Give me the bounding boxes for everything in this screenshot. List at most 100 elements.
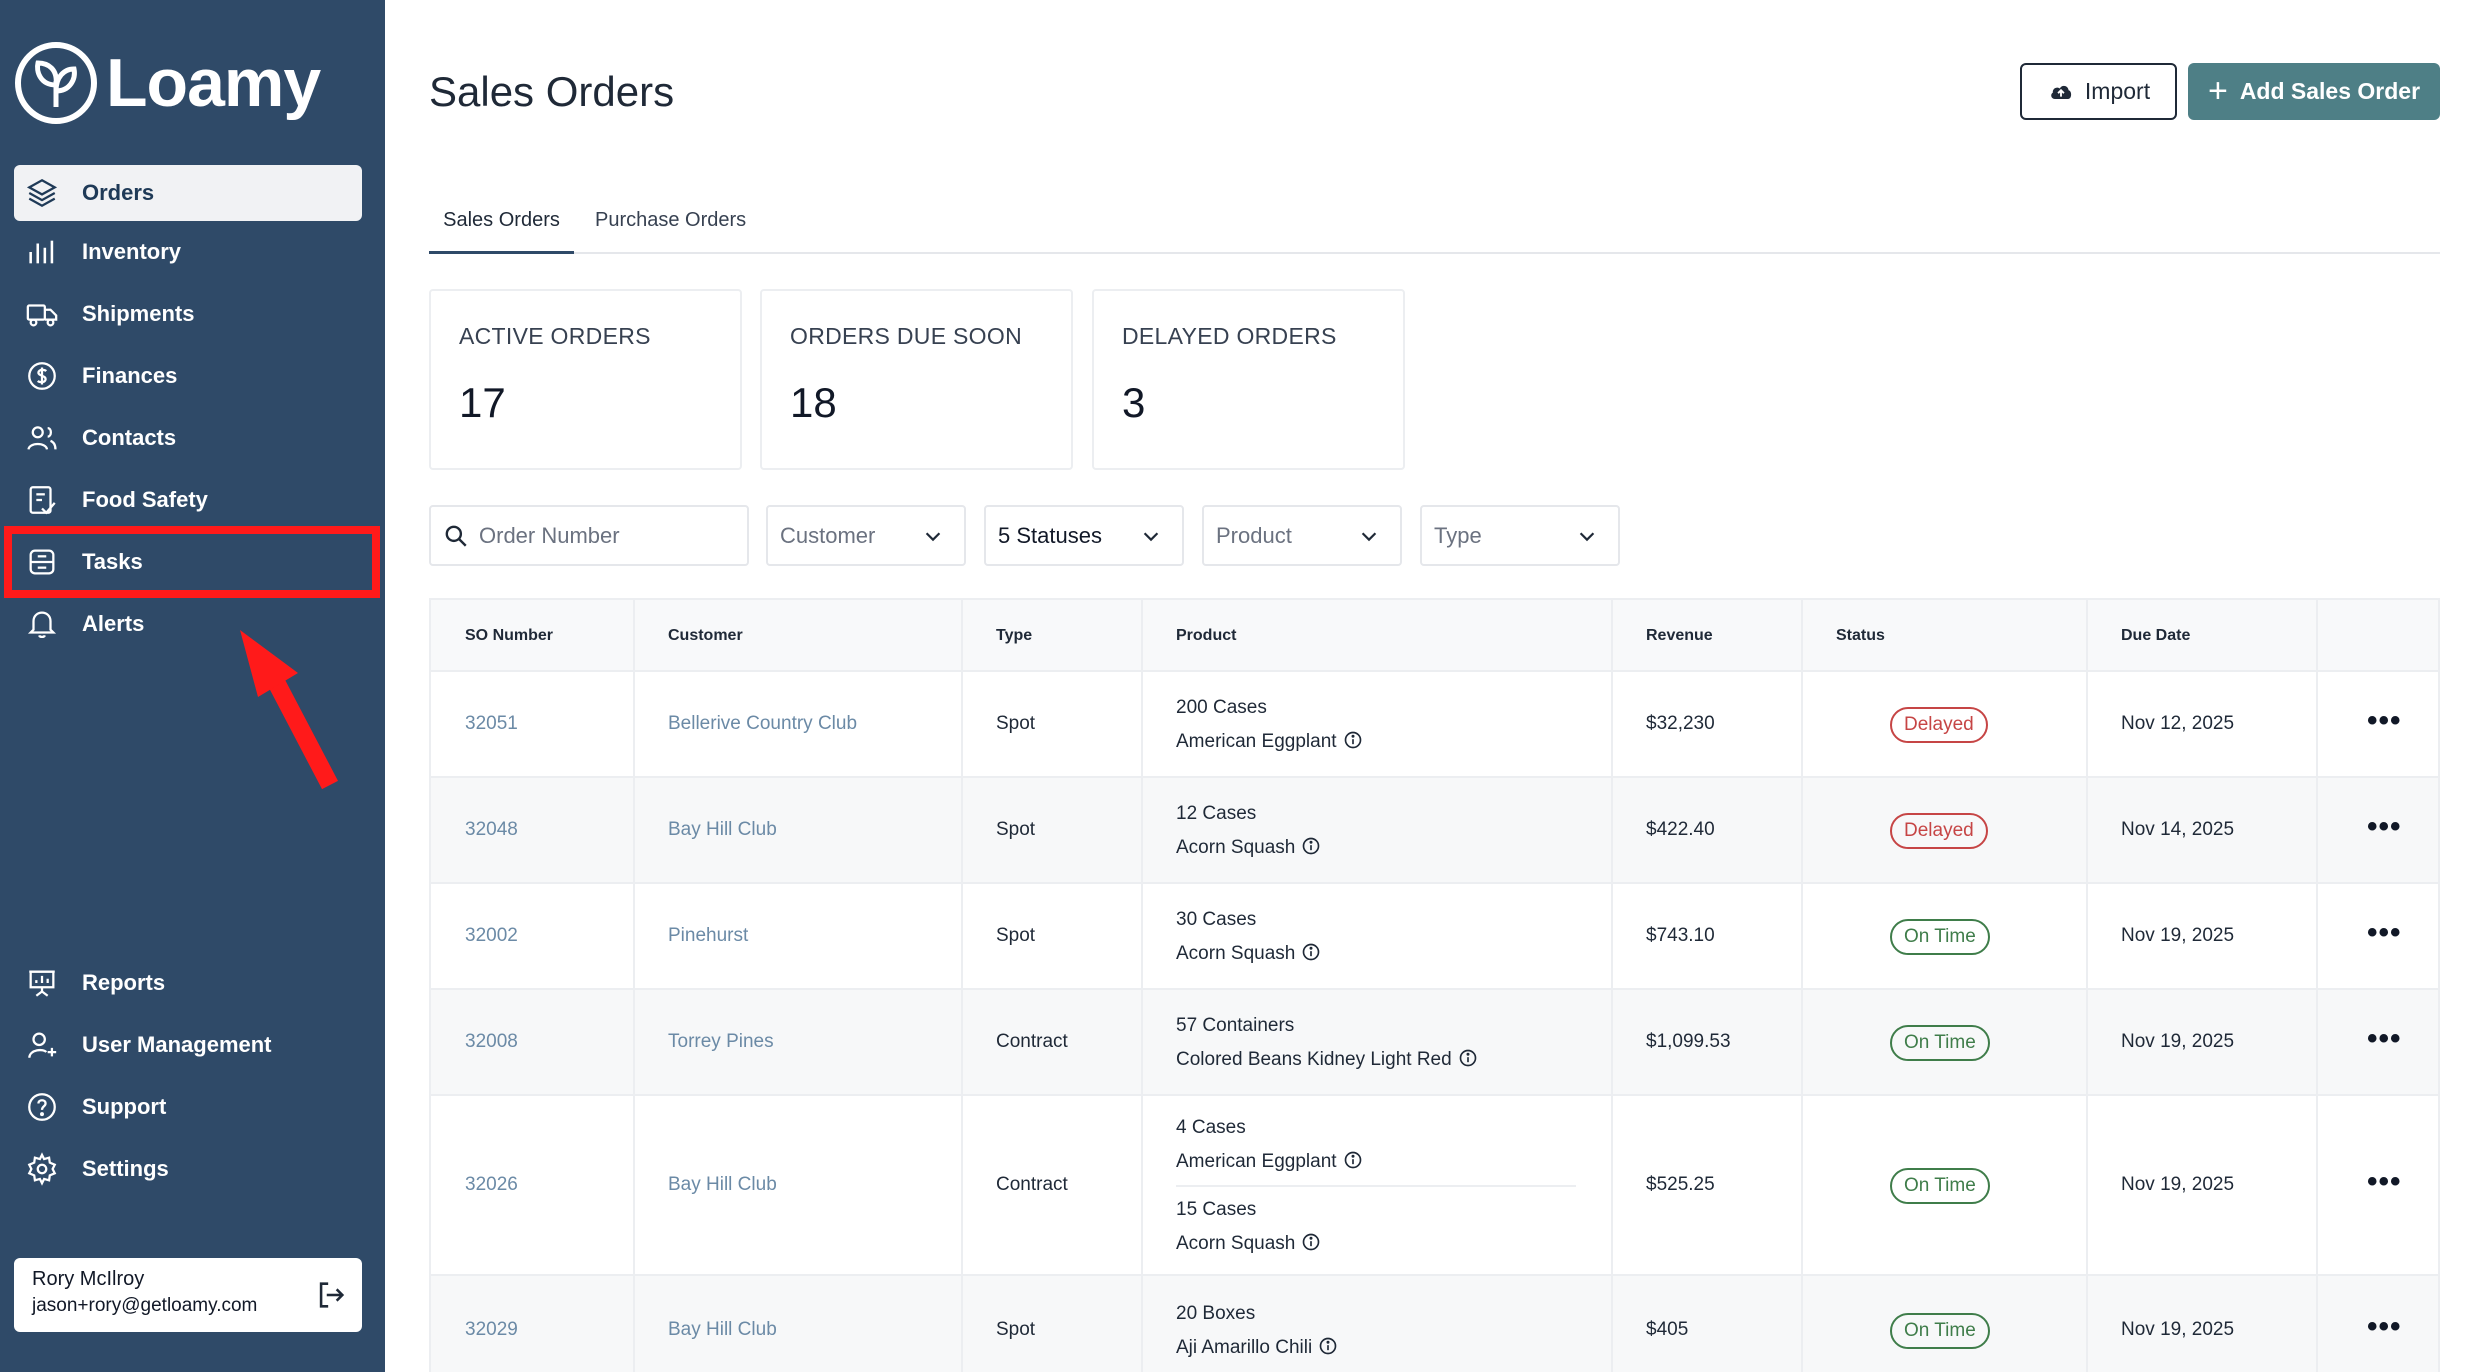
sidebar-item-support[interactable]: Support (14, 1079, 362, 1135)
info-icon[interactable] (1343, 1148, 1363, 1169)
sidebar-item-label: Contacts (82, 425, 177, 450)
table-row[interactable]: 32029 Bay Hill Club Spot $405 Nov 19, 2025 20… (431, 1276, 2438, 1372)
column-header-status[interactable]: Status (1836, 627, 1885, 644)
sidebar-item-food-safety[interactable]: Food Safety (14, 472, 362, 528)
more-actions-icon[interactable]: ••• (2367, 916, 2402, 949)
so-number-link[interactable]: 32008 (465, 1031, 518, 1052)
user-add-icon (24, 1027, 60, 1063)
user-card[interactable]: Rory McIlroy jason+rory@getloamy.com (14, 1258, 362, 1332)
status-badge: Delayed (1890, 813, 1988, 849)
sidebar-item-contacts[interactable]: Contacts (14, 410, 362, 466)
column-header-product[interactable]: Product (1176, 627, 1237, 644)
due-date: Nov 19, 2025 (2121, 1174, 2235, 1195)
tab-bar: Sales Orders Purchase Orders (429, 200, 2440, 254)
table-row[interactable]: 32008 Torrey Pines Contract $1,099.53 Nov 19… (431, 990, 2438, 1096)
column-header-so-number[interactable]: SO Number (465, 627, 554, 644)
type-dropdown[interactable]: Type (1420, 505, 1620, 566)
customer-link[interactable]: Bay Hill Club (668, 1174, 777, 1195)
order-type: Spot (996, 925, 1036, 946)
so-number-link[interactable]: 32048 (465, 819, 518, 840)
plus-icon: + (2207, 72, 2228, 110)
stat-card-active-orders: ACTIVE ORDERS 17 (429, 289, 742, 470)
sidebar-item-settings[interactable]: Settings (14, 1141, 362, 1197)
info-icon[interactable] (1458, 1046, 1478, 1067)
sidebar-item-orders[interactable]: Orders (14, 165, 362, 221)
so-number-link[interactable]: 32026 (465, 1174, 518, 1195)
customer-link[interactable]: Bay Hill Club (668, 819, 777, 840)
stat-value: 3 (1122, 379, 1146, 426)
more-actions-icon[interactable]: ••• (2367, 1022, 2402, 1055)
product-cell: 57 Containers Colored Beans Kidney Light … (1176, 1009, 1478, 1077)
stat-card-orders-due-soon: ORDERS DUE SOON 18 (760, 289, 1073, 470)
logout-icon[interactable] (314, 1278, 348, 1312)
presentation-icon (24, 965, 60, 1001)
stat-value: 17 (459, 379, 506, 426)
product-name-line: Acorn Squash (1176, 1227, 1576, 1261)
customer-dropdown[interactable]: Customer (766, 505, 966, 566)
table-row[interactable]: 32026 Bay Hill Club Contract $525.25 Nov 19,… (431, 1096, 2438, 1276)
sidebar-item-inventory[interactable]: Inventory (14, 224, 362, 280)
column-header-due-date[interactable]: Due Date (2121, 627, 2191, 644)
sidebar-item-alerts[interactable]: Alerts (14, 596, 362, 652)
table-row[interactable]: 32002 Pinehurst Spot $743.10 Nov 19, 2025 30 … (431, 884, 2438, 990)
customer-link[interactable]: Torrey Pines (668, 1031, 774, 1052)
cloud-upload-icon (2051, 85, 2072, 99)
due-date: Nov 19, 2025 (2121, 1031, 2235, 1052)
search-placeholder: Order Number (479, 522, 620, 548)
table-row[interactable]: 32048 Bay Hill Club Spot $422.40 Nov 14, 202… (431, 778, 2438, 884)
column-header-type[interactable]: Type (996, 627, 1033, 644)
highlight-box (4, 526, 380, 598)
product-name: Acorn Squash (1176, 1233, 1296, 1254)
product-name: Colored Beans Kidney Light Red (1176, 1049, 1452, 1070)
order-number-search-input[interactable]: Order Number (429, 505, 749, 566)
sidebar-item-user-management[interactable]: User Management (14, 1017, 362, 1073)
product-quantity: 12 Cases (1176, 803, 1257, 824)
customer-link[interactable]: Bay Hill Club (668, 1319, 777, 1340)
more-actions-icon[interactable]: ••• (2367, 810, 2402, 843)
order-type: Spot (996, 1319, 1036, 1340)
table-row[interactable]: 32051 Bellerive Country Club Spot $32,230 No… (431, 672, 2438, 778)
brand-name: Loamy (106, 45, 321, 121)
dollar-icon (24, 358, 60, 394)
type-dropdown-label: Type (1434, 522, 1482, 548)
product-separator (1176, 1185, 1576, 1187)
info-icon[interactable] (1343, 728, 1363, 749)
customer-link[interactable]: Pinehurst (668, 925, 749, 946)
product-name: Acorn Squash (1176, 943, 1296, 964)
sales-orders-table: SO Number Customer Type Product Revenue … (429, 598, 2440, 1372)
more-actions-icon[interactable]: ••• (2367, 1165, 2402, 1198)
add-sales-order-button[interactable]: + Add Sales Order (2188, 63, 2440, 120)
sidebar-item-finances[interactable]: Finances (14, 348, 362, 404)
column-header-revenue[interactable]: Revenue (1646, 627, 1713, 644)
product-cell: 4 Cases American Eggplant 15 Cases Acorn Sq… (1176, 1111, 1576, 1261)
product-quantity: 200 Cases (1176, 697, 1267, 718)
more-actions-icon[interactable]: ••• (2367, 704, 2402, 737)
sidebar-item-label: Support (82, 1094, 167, 1119)
revenue-value: $422.40 (1646, 819, 1715, 840)
sidebar-item-tasks[interactable]: Tasks (14, 534, 362, 590)
sidebar-item-shipments[interactable]: Shipments (14, 286, 362, 342)
revenue-value: $525.25 (1646, 1174, 1715, 1195)
so-number-link[interactable]: 32029 (465, 1319, 518, 1340)
layers-icon (24, 175, 60, 211)
status-dropdown[interactable]: 5 Statuses (984, 505, 1184, 566)
info-icon[interactable] (1318, 1334, 1338, 1355)
product-name: Acorn Squash (1176, 837, 1296, 858)
so-number-link[interactable]: 32051 (465, 713, 518, 734)
tab-sales-orders[interactable]: Sales Orders (429, 200, 574, 254)
more-actions-icon[interactable]: ••• (2367, 1310, 2402, 1343)
column-divider (1141, 600, 1143, 1372)
customer-link[interactable]: Bellerive Country Club (668, 713, 858, 734)
logo[interactable]: Loamy (14, 40, 321, 126)
product-dropdown[interactable]: Product (1202, 505, 1402, 566)
info-icon[interactable] (1301, 1230, 1321, 1251)
column-header-customer[interactable]: Customer (668, 627, 743, 644)
product-cell: 20 Boxes Aji Amarillo Chili (1176, 1297, 1338, 1365)
tab-purchase-orders[interactable]: Purchase Orders (595, 209, 747, 231)
info-icon[interactable] (1301, 940, 1321, 961)
import-button[interactable]: Import (2020, 63, 2177, 120)
so-number-link[interactable]: 32002 (465, 925, 518, 946)
due-date: Nov 19, 2025 (2121, 1319, 2235, 1340)
sidebar-item-reports[interactable]: Reports (14, 955, 362, 1011)
info-icon[interactable] (1301, 834, 1321, 855)
